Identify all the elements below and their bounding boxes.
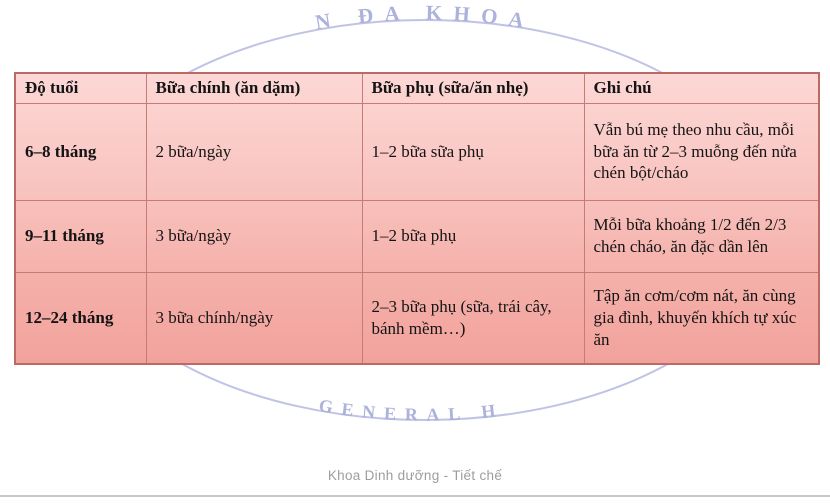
cell-main-meals: 2 bữa/ngày (145, 102, 363, 201)
header-main-meals: Bữa chính (ăn dặm) (145, 72, 363, 104)
cell-age: 12–24 tháng (14, 271, 147, 365)
table-row: 9–11 tháng 3 bữa/ngày 1–2 bữa phụ Mỗi bữ… (14, 199, 820, 273)
cell-notes: Mỗi bữa khoảng 1/2 đến 2/3 chén cháo, ăn… (583, 199, 820, 273)
table-row: 12–24 tháng 3 bữa chính/ngày 2–3 bữa phụ… (14, 271, 820, 365)
cell-main-meals: 3 bữa/ngày (145, 199, 363, 273)
cell-snacks: 1–2 bữa phụ (361, 199, 585, 273)
seal-top-text: N ĐA KHOA (313, 1, 536, 35)
cell-age: 6–8 tháng (14, 102, 147, 201)
cell-snacks: 2–3 bữa phụ (sữa, trái cây, bánh mềm…) (361, 271, 585, 365)
footer-caption: Khoa Dinh dưỡng - Tiết chế (327, 468, 503, 483)
table-header-row: Độ tuổi Bữa chính (ăn dặm) Bữa phụ (sữa/… (14, 72, 820, 104)
cell-snacks: 1–2 bữa sữa phụ (361, 102, 585, 201)
page-divider (0, 495, 830, 497)
header-snacks: Bữa phụ (sữa/ăn nhẹ) (361, 72, 585, 104)
feeding-schedule-table: Độ tuổi Bữa chính (ăn dặm) Bữa phụ (sữa/… (14, 72, 820, 365)
table-row: 6–8 tháng 2 bữa/ngày 1–2 bữa sữa phụ Vẫn… (14, 102, 820, 201)
cell-main-meals: 3 bữa chính/ngày (145, 271, 363, 365)
seal-bottom-text: GENERAL H (317, 395, 505, 424)
header-age: Độ tuổi (14, 72, 147, 104)
cell-age: 9–11 tháng (14, 199, 147, 273)
cell-notes: Tập ăn cơm/cơm nát, ăn cùng gia đình, kh… (583, 271, 820, 365)
header-notes: Ghi chú (583, 72, 820, 104)
cell-notes: Vẫn bú mẹ theo nhu cầu, mỗi bữa ăn từ 2–… (583, 102, 820, 201)
